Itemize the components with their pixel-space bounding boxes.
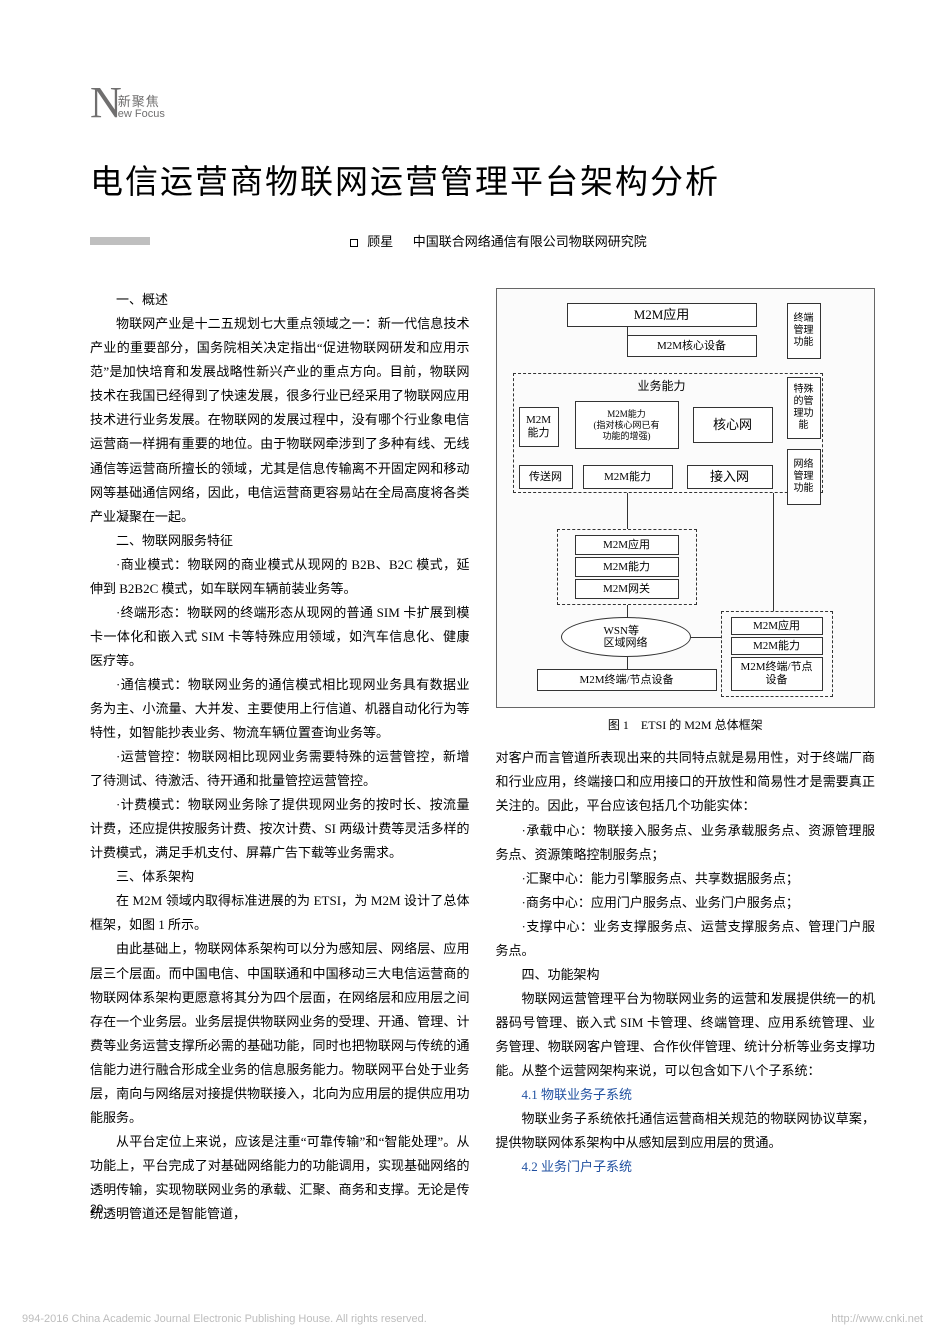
page-root: N 新聚焦 ew Focus 电信运营商物联网运营管理平台架构分析 顾星 中国联… — [0, 0, 945, 1266]
para-4-1: 物联业务子系统依托通信运营商相关规范的物联网协议草案，提供物联网体系架构中从感知… — [496, 1107, 876, 1155]
author-affiliation: 中国联合网络通信有限公司物联网研究院 — [413, 234, 647, 249]
sub-4-2: 4.2 业务门户子系统 — [496, 1155, 876, 1179]
author-bar — [90, 237, 150, 245]
bullet-support: ·支撑中心：业务支撑服务点、运营支撑服务点、管理门户服务点。 — [496, 915, 876, 963]
author-square-icon — [350, 239, 358, 247]
fig-wsn-text: WSN等 区域网络 — [604, 625, 648, 650]
author-text: 顾星 中国联合网络通信有限公司物联网研究院 — [350, 231, 647, 250]
fig-m2m-term: M2M终端/节点设备 — [537, 669, 717, 691]
fig-m2m-cap-b2: M2M能力 — [731, 637, 823, 655]
fig-m2m-gw: M2M网关 — [575, 579, 679, 599]
fig-m2m-cap-b1: M2M能力 — [575, 557, 679, 577]
fig-term-mgmt: 终端 管理 功能 — [787, 303, 821, 359]
para-arch-3: 从平台定位上来说，应该是注重“可靠传输”和“智能处理”。从功能上，平台完成了对基… — [90, 1130, 470, 1226]
heading-3: 三、体系架构 — [90, 865, 470, 889]
fig-spec-mgmt: 特殊 的管 理功 能 — [787, 377, 821, 439]
fig-m2m-core-dev: M2M核心设备 — [627, 335, 757, 357]
footer-right: http://www.cnki.net — [831, 1313, 923, 1325]
section-header: N 新聚焦 ew Focus — [90, 85, 875, 120]
bullet-commerce: ·商务中心：应用门户服务点、业务门户服务点； — [496, 891, 876, 915]
figure-caption: 图 1 ETSI 的 M2M 总体框架 — [496, 714, 876, 736]
bullet-agg: ·汇聚中心：能力引擎服务点、共享数据服务点； — [496, 867, 876, 891]
fig-biz-cap: 业务能力 — [617, 377, 707, 395]
fig-wsn: WSN等 区域网络 — [561, 617, 691, 657]
para-arch-1: 在 M2M 领域内取得标准进展的为 ETSI，为 M2M 设计了总体框架，如图 … — [90, 889, 470, 937]
footer-left: 994-2016 China Academic Journal Electron… — [22, 1313, 427, 1325]
bullet-terminal: ·终端形态：物联网的终端形态从现网的普通 SIM 卡扩展到模卡一体化和嵌入式 S… — [90, 601, 470, 673]
sub-4-1: 4.1 物联业务子系统 — [496, 1083, 876, 1107]
fig-line-5 — [773, 493, 774, 611]
bullet-comm: ·通信模式：物联网业务的通信模式相比现网业务具有数据业务为主、小流量、大并发、主… — [90, 673, 470, 745]
columns: 一、概述 物联网产业是十二五规划七大重点领域之一：新一代信息技术产业的重要部分，… — [90, 288, 875, 1226]
fig-m2m-cap-row: M2M能力 — [583, 465, 673, 489]
fig-access-net: 接入网 — [687, 465, 773, 489]
figure-1: M2M应用 终端 管理 功能 M2M核心设备 业务能力 特殊 的管 理功 能 M… — [496, 288, 876, 708]
left-column: 一、概述 物联网产业是十二五规划七大重点领域之一：新一代信息技术产业的重要部分，… — [90, 288, 470, 1226]
fig-line-1 — [627, 493, 628, 529]
page-title: 电信运营商物联网运营管理平台架构分析 — [90, 155, 875, 203]
fig-m2m-app-b1: M2M应用 — [575, 535, 679, 555]
para-func: 物联网运营管理平台为物联网业务的运营和发展提供统一的机器码号管理、嵌入式 SIM… — [496, 987, 876, 1083]
fig-line-4 — [691, 637, 721, 638]
heading-1: 一、概述 — [90, 288, 470, 312]
fig-line-1b — [627, 327, 628, 335]
fig-transport: 传送网 — [519, 465, 573, 489]
right-column: M2M应用 终端 管理 功能 M2M核心设备 业务能力 特殊 的管 理功 能 M… — [496, 288, 876, 1226]
para-right-1: 对客户而言管道所表现出来的共同特点就是易用性，对于终端厂商和行业应用，终端接口和… — [496, 746, 876, 818]
bullet-billing: ·计费模式：物联网业务除了提供现网业务的按时长、按流量计费，还应提供按服务计费、… — [90, 793, 470, 865]
fig-m2m-cap-left: M2M 能力 — [519, 407, 559, 447]
header-labels: 新聚焦 ew Focus — [118, 91, 165, 120]
fig-m2m-term2: M2M终端/节点 设备 — [731, 657, 823, 691]
bullet-biz-model: ·商业模式：物联网的商业模式从现网的 B2B、B2C 模式，延伸到 B2B2C … — [90, 553, 470, 601]
author-name: 顾星 — [367, 234, 393, 249]
bullet-bearer: ·承载中心：物联接入服务点、业务承载服务点、资源管理服务点、资源策略控制服务点； — [496, 819, 876, 867]
para-overview: 物联网产业是十二五规划七大重点领域之一：新一代信息技术产业的重要部分，国务院相关… — [90, 312, 470, 528]
header-en: ew Focus — [118, 108, 165, 120]
author-line: 顾星 中国联合网络通信有限公司物联网研究院 — [90, 231, 875, 250]
page-number: 20 — [90, 1202, 103, 1216]
fig-line-3 — [627, 657, 628, 669]
heading-4: 四、功能架构 — [496, 963, 876, 987]
fig-m2m-cap-mid: M2M能力 (指对核心网已有 功能的增强) — [575, 401, 679, 449]
fig-net-mgmt: 网络 管理 功能 — [787, 449, 821, 505]
bullet-ops: ·运营管控：物联网相比现网业务需要特殊的运营管控，新增了待测试、待激活、待开通和… — [90, 745, 470, 793]
heading-2: 二、物联网服务特征 — [90, 529, 470, 553]
fig-core-net: 核心网 — [693, 407, 773, 443]
para-arch-2: 由此基础上，物联网体系架构可以分为感知层、网络层、应用层三个层面。而中国电信、中… — [90, 937, 470, 1129]
fig-m2m-app-b2: M2M应用 — [731, 617, 823, 635]
footer: 994-2016 China Academic Journal Electron… — [0, 1313, 945, 1325]
fig-m2m-app-top: M2M应用 — [567, 303, 757, 327]
